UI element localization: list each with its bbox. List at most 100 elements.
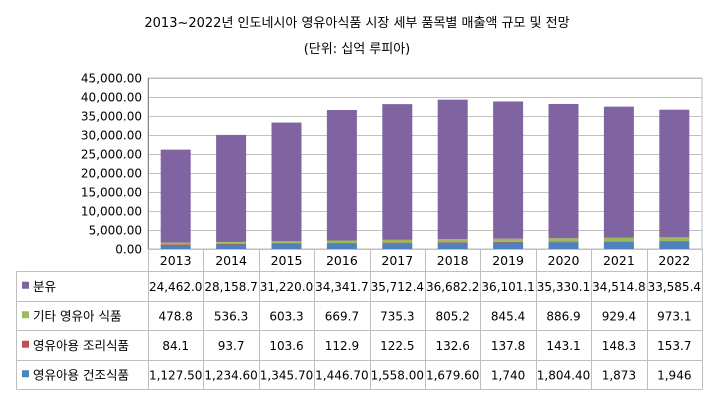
- bar-segment: [271, 122, 302, 242]
- bar-segment: [216, 134, 247, 242]
- data-table-cell: 84.1: [162, 339, 189, 353]
- data-table-cell: 1,740: [491, 368, 525, 382]
- bar-segment: [548, 103, 579, 239]
- y-tick-label: 20,000.00: [81, 167, 142, 181]
- data-table-cell: 24,462.0: [149, 280, 202, 294]
- data-table-cell: 93.7: [218, 339, 245, 353]
- bar-segment: [382, 242, 413, 244]
- data-table-cell: 137.8: [491, 339, 525, 353]
- bar-segment: [659, 237, 690, 242]
- bar-segment: [603, 237, 634, 242]
- data-table-cell: 929.4: [602, 309, 636, 323]
- bar-segment: [437, 242, 468, 249]
- y-tick-label: 30,000.00: [81, 129, 142, 143]
- y-tick-label: 45,000.00: [81, 72, 142, 86]
- y-tick-label: 0.00: [115, 243, 142, 257]
- data-table-cell: 153.7: [657, 339, 691, 353]
- x-tick-label: 2019: [492, 253, 524, 268]
- data-table-cell: 34,514.8: [592, 280, 645, 294]
- y-tick-label: 15,000.00: [81, 186, 142, 200]
- data-table-cell: 478.8: [159, 309, 193, 323]
- data-table-cell: 33,585.4: [648, 280, 701, 294]
- bar-segment: [326, 243, 357, 249]
- data-table-cell: 103.6: [269, 339, 303, 353]
- x-tick-label: 2016: [326, 253, 358, 268]
- bar-segment: [216, 243, 247, 245]
- data-table-cell: 143.1: [546, 339, 580, 353]
- x-tick-label: 2013: [160, 253, 192, 268]
- bar-segment: [326, 240, 357, 244]
- bar-segment: [493, 238, 524, 242]
- x-tick-label: 2018: [437, 253, 469, 268]
- legend-swatch: [22, 370, 29, 378]
- x-tick-label: 2020: [548, 253, 580, 268]
- data-table-cell: 1,804.40: [537, 368, 590, 382]
- data-table-cell: 36,682.2: [426, 280, 479, 294]
- x-tick-label: 2014: [215, 253, 247, 268]
- y-tick-label: 25,000.00: [81, 148, 142, 162]
- bar-segment: [659, 109, 690, 238]
- x-tick-label: 2022: [658, 253, 690, 268]
- data-table-cell: 34,341.7: [315, 280, 368, 294]
- data-table-cell: 536.3: [214, 309, 248, 323]
- data-table-cell: 1,345.70: [260, 368, 313, 382]
- legend-swatch: [22, 281, 29, 289]
- bar-segment: [493, 242, 524, 249]
- bar-segment: [271, 243, 302, 245]
- bar-segment: [493, 241, 524, 243]
- data-table-cell: 1,234.60: [204, 368, 257, 382]
- bar-segment: [603, 241, 634, 249]
- bar-segment: [548, 241, 579, 243]
- bar-segment: [271, 241, 302, 244]
- data-table-cell: 148.3: [602, 339, 636, 353]
- bar-segment: [603, 241, 634, 242]
- bar-segment: [216, 244, 247, 249]
- data-table-cell: 36,101.1: [481, 280, 534, 294]
- data-table-cell: 805.2: [436, 309, 470, 323]
- bar-segment: [382, 239, 413, 243]
- bar-segment: [437, 242, 468, 243]
- bar-segment: [659, 241, 690, 249]
- data-table-cell: 1,873: [602, 368, 636, 382]
- data-table-cell: 886.9: [546, 309, 580, 323]
- data-table-cell: 35,712.4: [371, 280, 424, 294]
- legend-label: 기타 영유아 식품: [33, 308, 121, 323]
- bar-segment: [437, 99, 468, 240]
- data-table-cell: 1,446.70: [315, 368, 368, 382]
- legend-swatch: [22, 311, 29, 319]
- y-tick-label: 10,000.00: [81, 205, 142, 219]
- x-tick-label: 2015: [271, 253, 303, 268]
- bar-segment: [160, 244, 191, 249]
- bar-segment: [271, 243, 302, 249]
- data-table-cell: 603.3: [269, 309, 303, 323]
- bar-segment: [160, 149, 191, 243]
- data-table-cell: 735.3: [380, 309, 414, 323]
- bar-segment: [160, 244, 191, 245]
- data-table-cell: 35,330.1: [537, 280, 590, 294]
- data-table-cell: 28,158.7: [204, 280, 257, 294]
- data-table-cell: 1,558.00: [371, 368, 424, 382]
- y-tick-label: 35,000.00: [81, 110, 142, 124]
- data-table-cell: 1,679.60: [426, 368, 479, 382]
- bar-segment: [493, 101, 524, 239]
- legend-label: 분유: [33, 279, 56, 294]
- data-table-cell: 1,946: [657, 368, 691, 382]
- data-table-cell: 669.7: [325, 309, 359, 323]
- x-tick-label: 2017: [381, 253, 413, 268]
- bar-segment: [382, 243, 413, 249]
- data-table-cell: 31,220.0: [260, 280, 313, 294]
- chart-title: 2013~2022년 인도네시아 영유아식품 시장 세부 품목별 매출액 규모 …: [144, 16, 570, 31]
- y-tick-label: 40,000.00: [81, 91, 142, 105]
- data-table-cell: 122.5: [380, 339, 414, 353]
- chart-subtitle: (단위: 십억 루피아): [303, 42, 411, 57]
- x-tick-label: 2021: [603, 253, 635, 268]
- bar-segment: [326, 110, 357, 241]
- bar-segment: [326, 243, 357, 244]
- data-table-cell: 1,127.50: [149, 368, 202, 382]
- bar-segment: [216, 241, 247, 244]
- bar-segment: [382, 104, 413, 240]
- bar-segment: [548, 238, 579, 242]
- bar-segment: [659, 241, 690, 242]
- legend-label: 영유아용 건조식품: [33, 367, 129, 382]
